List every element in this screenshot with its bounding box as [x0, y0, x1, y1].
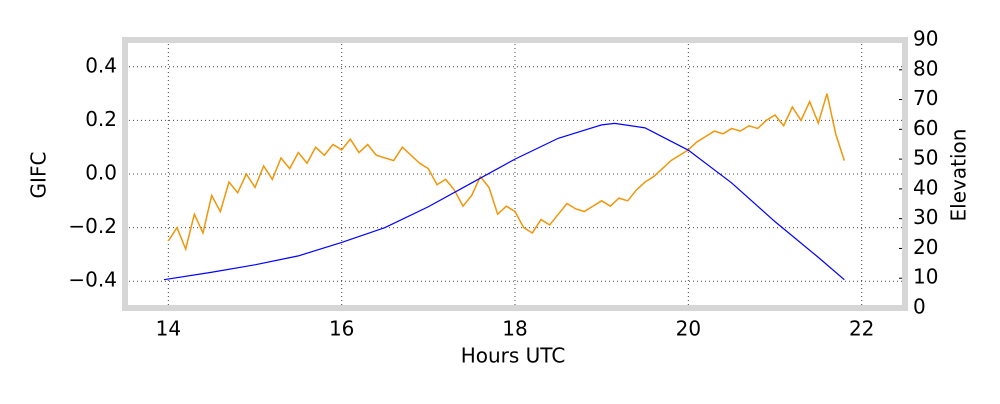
y-tick-label: 0.2 [85, 107, 117, 131]
x-tick-label: 22 [849, 317, 874, 341]
y2-tick-label: 40 [913, 175, 938, 199]
y2-tick-label: 70 [913, 86, 938, 110]
y-tick-label: −0.2 [68, 214, 117, 238]
y2-tick-label: 60 [913, 116, 938, 140]
y-axis-label: GIFC [27, 152, 51, 199]
x-tick-label: 20 [676, 317, 701, 341]
y-tick-label: −0.4 [68, 268, 117, 292]
y-tick-label: 0.0 [85, 161, 117, 185]
y2-axis-label: Elevation [947, 129, 971, 222]
y2-tick-label: 90 [913, 27, 938, 51]
series-line [163, 122, 845, 281]
series-line [167, 93, 846, 252]
x-tick-label: 18 [502, 317, 527, 341]
plot-frame [122, 37, 908, 311]
y2-tick-label: 10 [913, 265, 938, 289]
x-tick-label: 16 [329, 317, 354, 341]
y2-tick-label: 80 [913, 56, 938, 80]
x-axis-label: Hours UTC [461, 344, 566, 368]
y2-tick-label: 30 [913, 205, 938, 229]
y2-tick-label: 20 [913, 235, 938, 259]
x-tick-label: 14 [156, 317, 181, 341]
y2-tick-label: 50 [913, 146, 938, 170]
y-tick-label: 0.4 [85, 53, 117, 77]
y2-tick-label: 0 [913, 295, 926, 319]
